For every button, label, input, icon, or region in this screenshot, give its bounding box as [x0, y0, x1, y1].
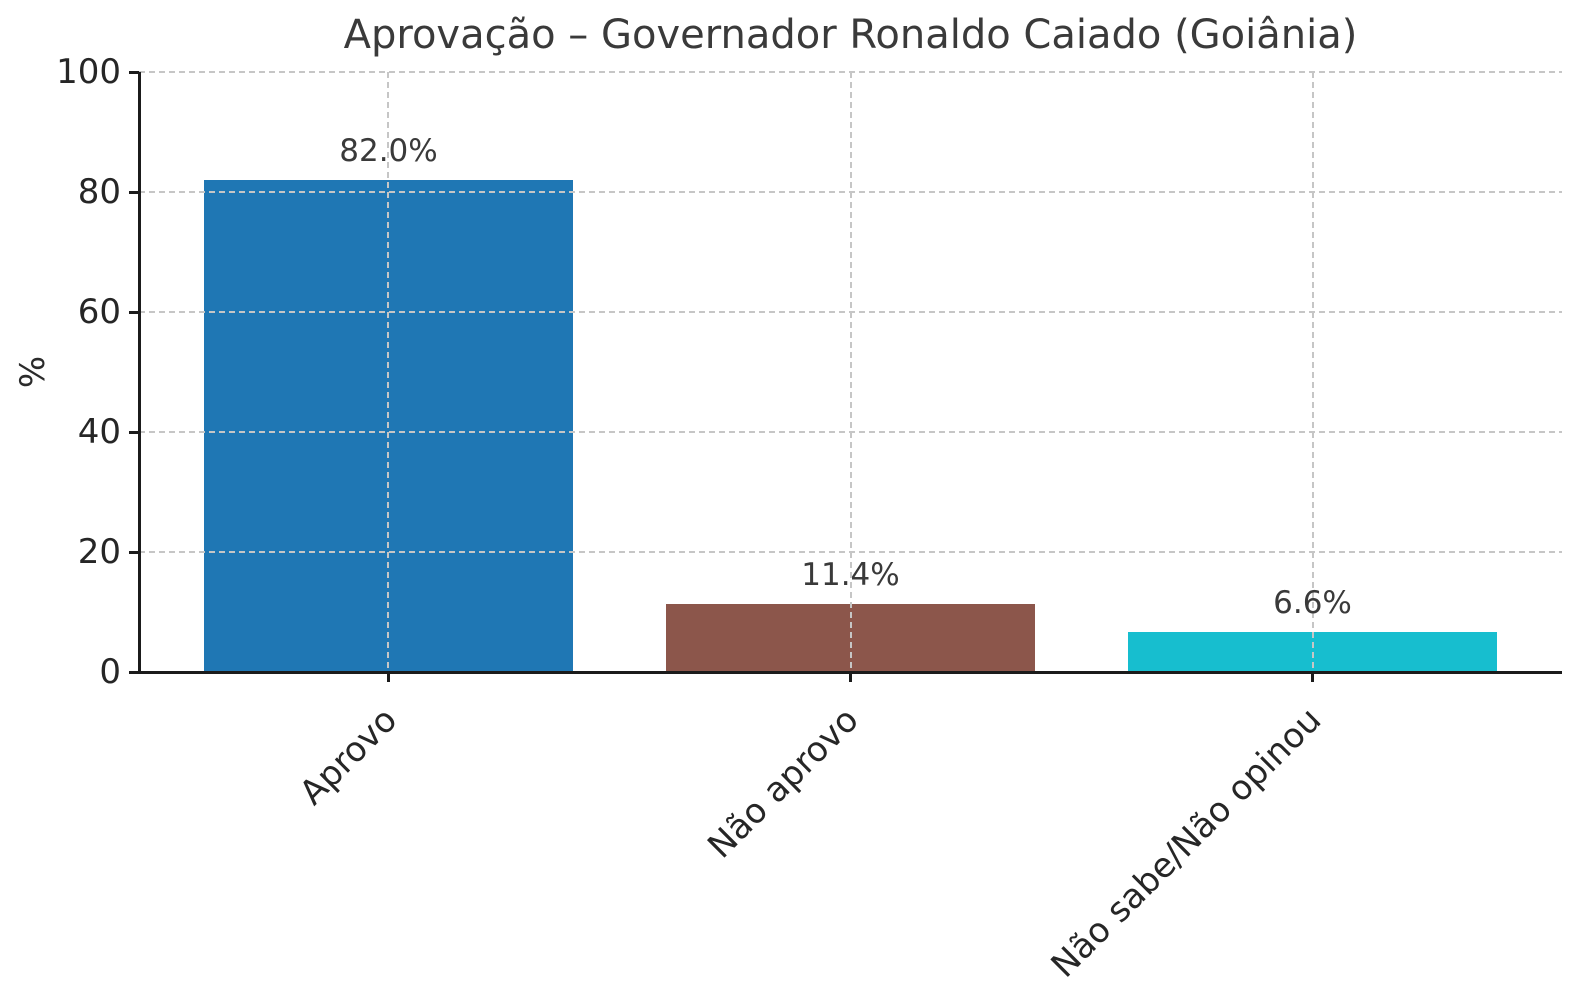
y-tick-label-20: 20 [77, 532, 121, 572]
bar-value-label-2: 11.4% [801, 556, 900, 593]
x-tick-label-1: Aprovo [291, 700, 405, 813]
y-tick-label-60: 60 [77, 292, 121, 332]
y-tick-label-40: 40 [77, 412, 121, 452]
v-gridline-2 [849, 72, 852, 672]
x-tick-mark-2 [849, 673, 852, 682]
y-tick-mark-20 [129, 550, 139, 554]
y-tick-mark-0 [129, 670, 139, 674]
x-tick-label-3: Não sabe/Não opinou [1043, 700, 1329, 986]
bar-value-label-1: 82.0% [339, 133, 438, 169]
y-tick-label-80: 80 [77, 172, 121, 212]
y-tick-label-0: 0 [99, 652, 121, 692]
v-gridline-3 [1311, 72, 1314, 672]
plot-area: 0 20 40 60 80 100 Aprovo 82.0% Não aprovo 11.4% Nã… [56, 52, 1562, 986]
v-gridline-1 [387, 72, 390, 672]
x-tick-mark-1 [386, 673, 390, 682]
y-tick-mark-60 [129, 310, 139, 314]
bar-value-label-3: 6.6% [1273, 585, 1352, 622]
y-tick-mark-40 [129, 430, 139, 434]
y-axis-spine [138, 72, 141, 673]
y-tick-mark-100 [129, 70, 139, 74]
y-tick-label-100: 100 [56, 52, 121, 92]
x-axis-spine [136, 671, 1562, 674]
x-tick-label-2: Não aprovo [700, 700, 867, 867]
y-tick-mark-80 [129, 190, 139, 194]
x-tick-mark-3 [1311, 673, 1314, 682]
chart-title: Aprovação – Governador Ronaldo Caiado (G… [343, 12, 1358, 58]
y-axis-label: % [13, 355, 53, 389]
